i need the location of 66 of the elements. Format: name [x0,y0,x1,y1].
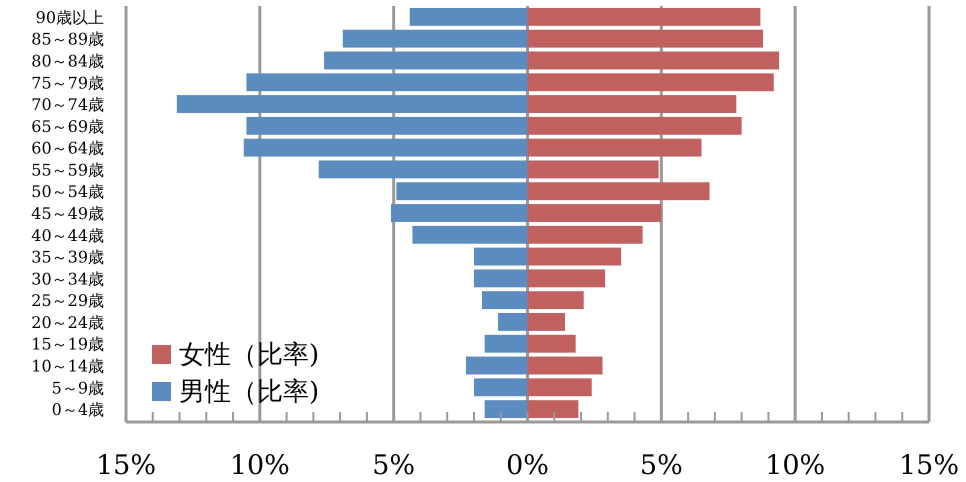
y-tick-label: 45～49歳 [31,204,104,223]
y-tick-label: 35～39歳 [31,248,104,267]
bar [528,182,710,200]
y-tick-label: 65～69歳 [31,116,104,136]
bar [528,226,643,244]
bar [528,204,662,222]
y-tick-label: 55～59歳 [31,160,104,180]
x-tick-label: 15% [96,450,156,481]
bar [528,52,780,70]
bar [528,378,592,396]
bar [528,269,606,288]
bar [528,160,659,178]
bar [474,248,528,266]
bar [498,313,528,331]
x-tick-label: 10% [230,450,290,481]
y-tick-label: 25～29歳 [31,291,104,310]
bar [466,356,528,374]
bar [318,160,528,178]
bar [474,378,528,396]
bar [246,73,528,92]
bar [528,95,736,113]
y-tick-label: 5～9歳 [52,378,104,398]
y-tick-label: 50～54歳 [31,182,104,202]
bar [484,400,528,418]
bar [396,182,528,200]
bar [528,248,622,266]
x-tick-label: 15% [898,450,960,481]
bar [412,226,528,244]
bar [528,138,702,157]
x-tick-label: 10% [765,450,826,481]
bar [528,116,742,135]
y-tick-label: 0～4歳 [52,400,104,420]
bar [528,291,584,310]
bar [528,30,764,48]
bar [528,400,578,418]
y-tick-label: 70～74歳 [31,95,104,114]
y-tick-label: 30～34歳 [31,269,104,288]
y-tick-label: 15～19歳 [31,334,104,354]
bar [528,313,565,331]
legend-label: 男性（比率) [179,377,320,407]
legend-label: 女性（比率) [179,340,320,370]
bar [528,73,774,92]
bar [410,8,528,26]
x-tick-label: 5% [372,450,416,481]
bar [342,30,528,48]
bar [474,269,528,288]
bar [244,138,528,157]
bar [176,95,528,113]
x-tick-label: 5% [640,450,683,481]
y-tick-label: 20～24歳 [31,312,104,332]
bar [528,334,576,353]
bar [484,334,528,353]
y-tick-label: 40～44歳 [31,226,104,245]
bar [324,52,528,70]
y-tick-label: 60～64歳 [31,138,104,158]
bar [390,204,528,222]
y-tick-label: 10～14歳 [31,356,104,376]
y-tick-label: 85～89歳 [31,30,104,49]
y-tick-label: 90歳以上 [36,8,104,27]
bar [528,8,760,26]
bar [528,356,602,374]
bar [246,116,528,135]
bar [482,291,528,310]
x-tick-label: 0% [506,450,549,481]
y-tick-label: 80～84歳 [31,51,104,70]
y-tick-label: 75～79歳 [31,73,104,92]
